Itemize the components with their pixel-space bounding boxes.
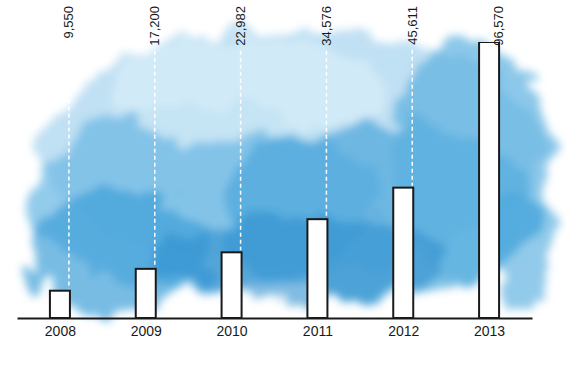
tick-label: 2010 [217,323,248,339]
bar [50,291,70,318]
tick-label: 2012 [388,323,419,339]
watercolor-blob [110,40,390,140]
bar [136,269,156,318]
tick: 2011 [303,318,333,339]
data-label: 34,576 [319,6,334,46]
data-label: 96,570 [491,6,506,46]
bar [479,42,499,318]
data-labels: 9,550 17,200 22,982 34,576 45,611 96,570 [61,6,505,289]
tick: 2008 [45,318,76,339]
tick: 2009 [131,318,162,339]
tick-label: 2009 [131,323,162,339]
leader-line [68,44,70,289]
data-label: 45,611 [405,6,420,45]
x-axis: 2008 2009 2010 2011 2012 2013 [18,318,533,339]
chart: 2008 2009 2010 2011 2012 2013 9,550 17,200 22,98… [0,0,566,369]
leader-line [154,51,156,267]
leader-line [240,51,242,251]
tick-label: 2013 [474,323,505,339]
data-label: 17,200 [147,6,162,46]
tick-label: 2011 [303,323,333,339]
bar [393,188,413,318]
data-label: 9,550 [61,6,76,39]
bar [307,219,327,318]
leader-line [326,51,328,217]
axis-line [18,318,533,320]
tick-label: 2008 [45,323,76,339]
data-label: 22,982 [233,6,248,46]
tick: 2012 [388,318,419,339]
bars [50,42,499,318]
leader-line [412,50,414,186]
bar [222,252,242,318]
tick: 2010 [217,318,248,339]
tick: 2013 [474,318,505,339]
watercolor-background [25,30,550,310]
